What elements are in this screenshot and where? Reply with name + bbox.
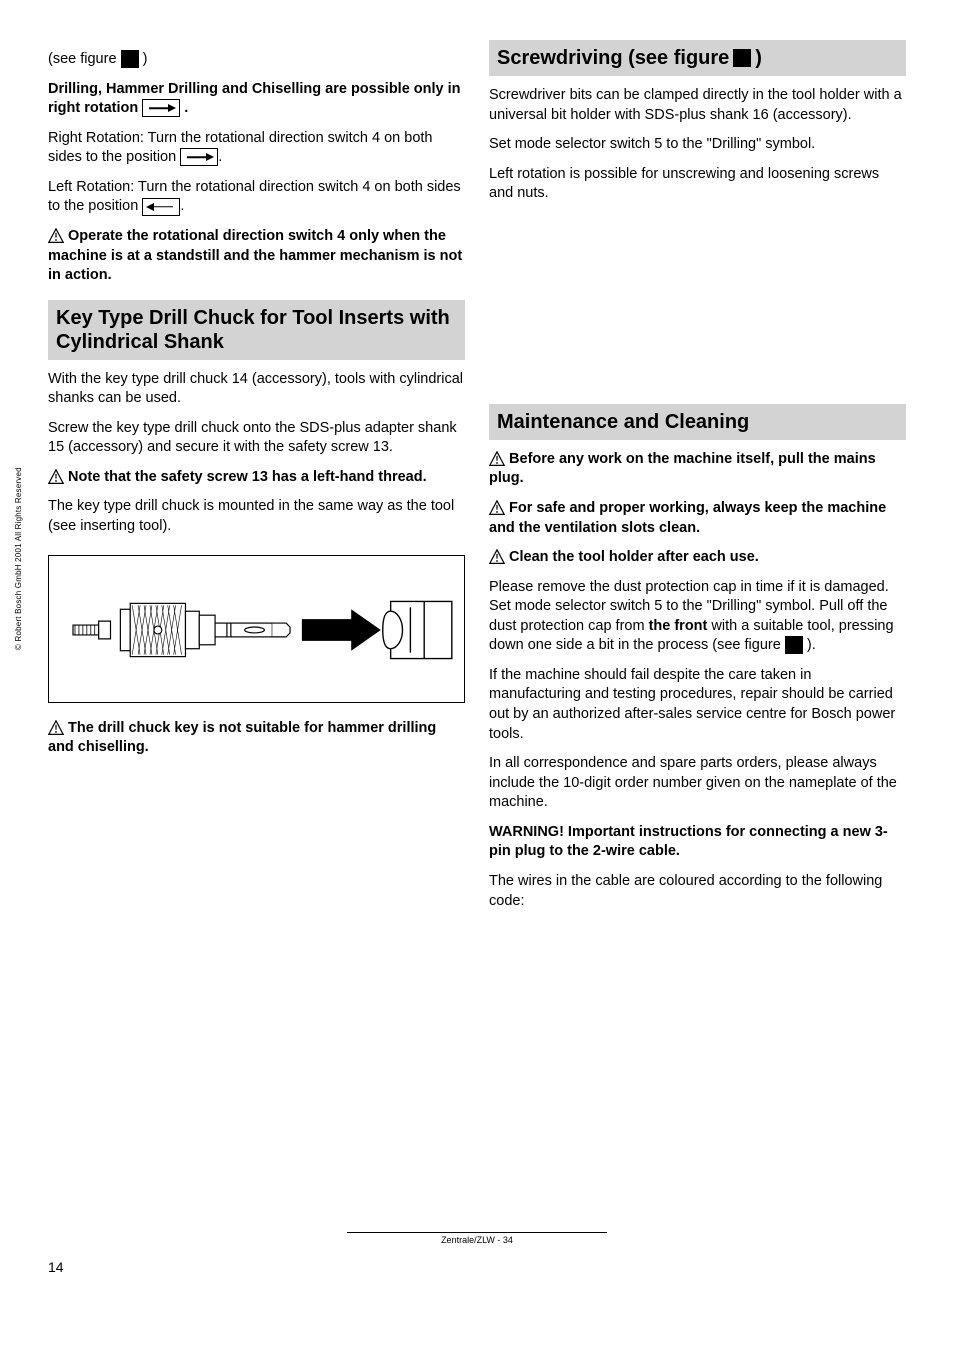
warning-icon <box>48 228 64 244</box>
maintenance-heading-text: Maintenance and Cleaning <box>497 410 749 434</box>
arrow-right-icon <box>180 148 218 166</box>
chuck-caution: The drill chuck key is not suitable for … <box>48 719 465 758</box>
rotation-note-b: . <box>184 100 188 116</box>
arrow-left-icon <box>142 198 180 216</box>
maint-warn3-text: Clean the tool holder after each use. <box>509 549 759 565</box>
page-number: 14 <box>48 1259 64 1275</box>
warning-icon <box>489 549 505 565</box>
chuck-p2: Screw the key type drill chuck onto the … <box>48 419 465 458</box>
warning-icon <box>489 451 505 467</box>
maint-warn1: Before any work on the machine itself, p… <box>489 450 906 489</box>
maint-warn2-text: For safe and proper working, always keep… <box>489 500 886 536</box>
figure-ref-box <box>785 636 803 654</box>
right-column: Screwdriving (see figure ) Screwdriver b… <box>489 40 906 921</box>
warning-icon <box>48 469 64 485</box>
figure-ref: (see figure ) <box>48 50 465 70</box>
arrow-right-icon <box>142 99 180 117</box>
screwdriving-heading-text: Screwdriving (see figure <box>497 46 729 70</box>
screw-p2: Set mode selector switch 5 to the "Drill… <box>489 135 906 155</box>
figure-label-pre: (see figure <box>48 51 121 67</box>
screw-p1: Screwdriver bits can be clamped directly… <box>489 86 906 125</box>
maint-dustcap-b: the front <box>649 618 708 634</box>
rotation-note-a: Drilling, Hammer Drilling and Chiselling… <box>48 81 461 117</box>
footer-rule: Zentrale/ZLW - 34 <box>347 1232 607 1245</box>
right-rotation-text: Right Rotation: Turn the rotational dire… <box>48 130 432 166</box>
warning-icon <box>489 500 505 516</box>
maint-dustcap: Please remove the dust protection cap in… <box>489 578 906 656</box>
left-column: (see figure ) Drilling, Hammer Drilling … <box>48 40 465 921</box>
key-chuck-heading-text: Key Type Drill Chuck for Tool Inserts wi… <box>56 307 450 353</box>
chuck-caution-text: The drill chuck key is not suitable for … <box>48 720 436 756</box>
key-chuck-heading: Key Type Drill Chuck for Tool Inserts wi… <box>48 300 465 360</box>
maint-order: In all correspondence and spare parts or… <box>489 754 906 813</box>
maint-repair: If the machine should fail despite the c… <box>489 666 906 744</box>
maintenance-heading: Maintenance and Cleaning <box>489 404 906 440</box>
maint-warn1-text: Before any work on the machine itself, p… <box>489 451 876 487</box>
maint-plug-warn: WARNING! Important instructions for conn… <box>489 823 906 862</box>
standstill-warning: Operate the rotational direction switch … <box>48 227 465 286</box>
chuck-diagram-svg <box>49 556 464 702</box>
figure-ref-box <box>733 49 751 67</box>
maint-wirecode: The wires in the cable are coloured acco… <box>489 872 906 911</box>
chuck-note-text: Note that the safety screw 13 has a left… <box>68 469 427 485</box>
copyright-text: © Robert Bosch GmbH 2001 All Rights Rese… <box>14 467 23 650</box>
chuck-note: Note that the safety screw 13 has a left… <box>48 468 465 488</box>
left-rotation-para: Left Rotation: Turn the rotational direc… <box>48 178 465 217</box>
screw-p3: Left rotation is possible for unscrewing… <box>489 165 906 204</box>
footer-text: Zentrale/ZLW - 34 <box>441 1235 513 1245</box>
figure-label-post: ) <box>143 51 148 67</box>
right-rotation-para: Right Rotation: Turn the rotational dire… <box>48 129 465 168</box>
chuck-p3: The key type drill chuck is mounted in t… <box>48 497 465 536</box>
chuck-p1: With the key type drill chuck 14 (access… <box>48 370 465 409</box>
standstill-warning-text: Operate the rotational direction switch … <box>48 228 462 283</box>
left-rotation-text: Left Rotation: Turn the rotational direc… <box>48 179 461 215</box>
figure-ref-box <box>121 50 139 68</box>
rotation-note: Drilling, Hammer Drilling and Chiselling… <box>48 80 465 119</box>
screwdriving-heading: Screwdriving (see figure ) <box>489 40 906 76</box>
screwdriving-heading-close: ) <box>755 46 762 70</box>
warning-icon <box>48 720 64 736</box>
maint-warn3: Clean the tool holder after each use. <box>489 548 906 568</box>
maint-warn2: For safe and proper working, always keep… <box>489 499 906 538</box>
chuck-diagram <box>48 555 465 703</box>
maint-dustcap-d: ). <box>807 637 816 653</box>
